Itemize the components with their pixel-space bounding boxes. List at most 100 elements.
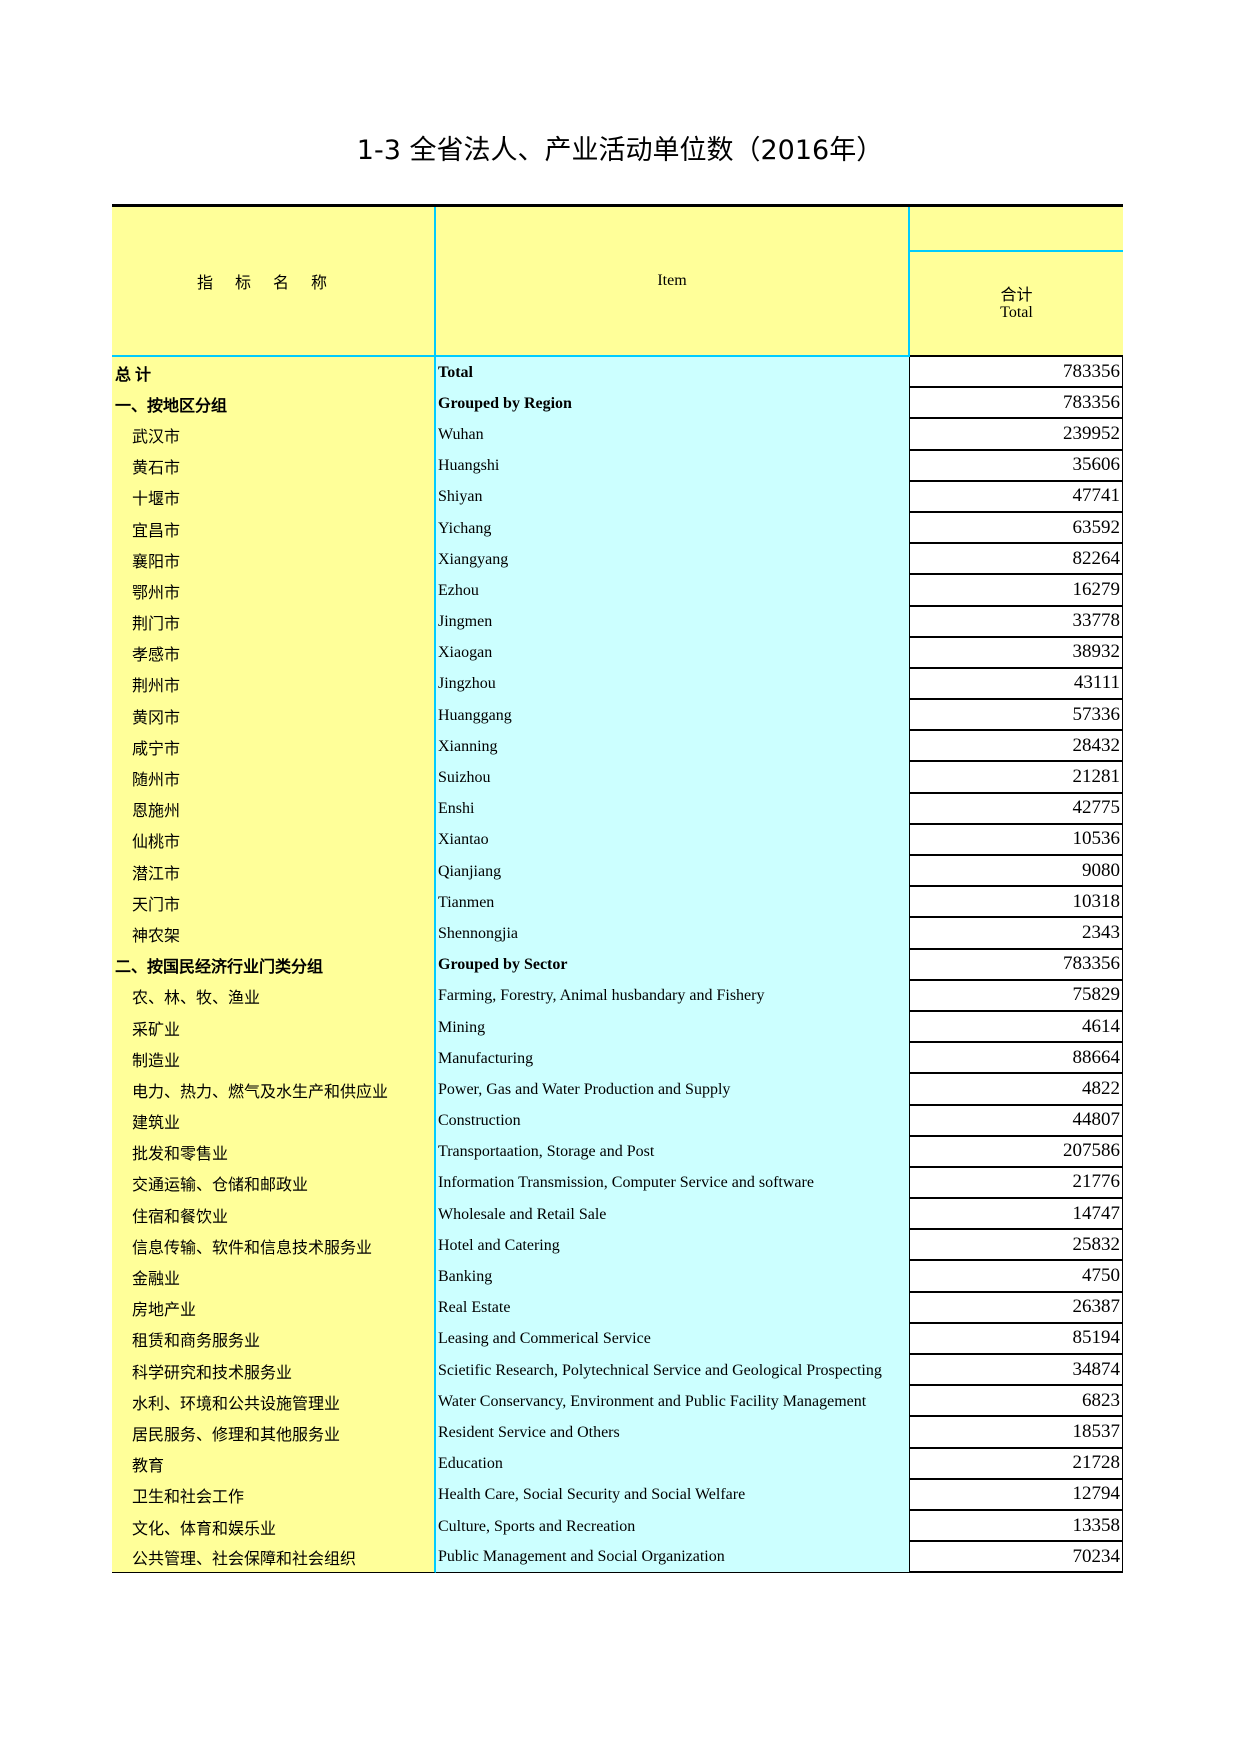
row-value: 47741 xyxy=(910,481,1123,513)
row-name-cn: 荆州市 xyxy=(112,668,436,701)
table-row: 水利、环境和公共设施管理业 Water Conservancy, Environm… xyxy=(112,1386,1123,1418)
row-name-en: Grouped by Region xyxy=(436,388,910,420)
row-value: 13358 xyxy=(910,1510,1123,1543)
header-total-en: Total xyxy=(1000,303,1033,321)
row-name-en: Information Transmission, Computer Servi… xyxy=(436,1167,910,1200)
table-row: 住宿和餐饮业 Wholesale and Retail Sale 14747 xyxy=(112,1199,1123,1231)
header-total: 合计 Total xyxy=(910,207,1123,357)
row-name-en: Xiaogan xyxy=(436,637,910,669)
row-name-cn: 黄石市 xyxy=(112,450,436,482)
table-row: 十堰市 Shiyan 47741 xyxy=(112,481,1123,513)
row-name-cn: 采矿业 xyxy=(112,1011,436,1044)
table-row: 黄石市 Huangshi 35606 xyxy=(112,450,1123,482)
row-name-en: Mining xyxy=(436,1011,910,1044)
table-row: 荆州市 Jingzhou 43111 xyxy=(112,668,1123,701)
row-name-cn: 黄冈市 xyxy=(112,700,436,732)
row-name-cn: 潜江市 xyxy=(112,856,436,888)
row-value: 12794 xyxy=(910,1479,1123,1511)
row-name-en: Manufacturing xyxy=(436,1043,910,1075)
table-row: 黄冈市 Huanggang 57336 xyxy=(112,700,1123,732)
header-spacer xyxy=(910,207,1123,252)
row-name-cn: 制造业 xyxy=(112,1043,436,1075)
row-name-cn: 二、按国民经济行业门类分组 xyxy=(112,949,436,981)
row-value: 4614 xyxy=(910,1011,1123,1044)
row-name-cn: 农、林、牧、渔业 xyxy=(112,980,436,1012)
row-value: 2343 xyxy=(910,918,1123,950)
row-name-cn: 文化、体育和娱乐业 xyxy=(112,1510,436,1543)
row-name-cn: 咸宁市 xyxy=(112,731,436,763)
table-row: 总 计 Total 783356 xyxy=(112,357,1123,389)
row-name-cn: 鄂州市 xyxy=(112,575,436,607)
row-value: 70234 xyxy=(910,1542,1123,1574)
row-value: 10318 xyxy=(910,887,1123,919)
table-row: 荆门市 Jingmen 33778 xyxy=(112,606,1123,638)
table-row: 金融业 Banking 4750 xyxy=(112,1261,1123,1293)
table-row: 潜江市 Qianjiang 9080 xyxy=(112,856,1123,888)
row-name-cn: 恩施州 xyxy=(112,793,436,825)
row-value: 57336 xyxy=(910,700,1123,732)
row-name-cn: 居民服务、修理和其他服务业 xyxy=(112,1417,436,1449)
row-value: 38932 xyxy=(910,637,1123,669)
row-name-en: Transportaation, Storage and Post xyxy=(436,1136,910,1168)
row-name-en: Shennongjia xyxy=(436,918,910,950)
row-name-en: Leasing and Commerical Service xyxy=(436,1323,910,1355)
row-name-cn: 卫生和社会工作 xyxy=(112,1479,436,1511)
table-row: 卫生和社会工作 Health Care, Social Security and … xyxy=(112,1479,1123,1511)
row-name-cn: 电力、热力、燃气及水生产和供应业 xyxy=(112,1074,436,1106)
row-name-en: Real Estate xyxy=(436,1292,910,1324)
table-row: 武汉市 Wuhan 239952 xyxy=(112,419,1123,451)
table-row: 交通运输、仓储和邮政业 Information Transmission, Com… xyxy=(112,1167,1123,1200)
row-name-cn: 荆门市 xyxy=(112,606,436,638)
page-title: 1-3 全省法人、产业活动单位数（2016年） xyxy=(356,135,884,166)
table-row: 仙桃市 Xiantao 10536 xyxy=(112,824,1123,856)
table-row: 一、按地区分组 Grouped by Region 783356 xyxy=(112,388,1123,420)
row-value: 783356 xyxy=(910,949,1123,981)
table-row: 信息传输、软件和信息技术服务业 Hotel and Catering 25832 xyxy=(112,1230,1123,1262)
row-name-en: Wholesale and Retail Sale xyxy=(436,1199,910,1231)
table-row: 租赁和商务服务业 Leasing and Commerical Service 85… xyxy=(112,1323,1123,1355)
table-row: 神农架 Shennongjia 2343 xyxy=(112,918,1123,950)
row-name-en: Xiangyang xyxy=(436,544,910,576)
header-item: Item xyxy=(436,207,910,357)
header-indicator-name: 指标名称 xyxy=(112,207,436,357)
row-name-cn: 神农架 xyxy=(112,918,436,950)
table-row: 襄阳市 Xiangyang 82264 xyxy=(112,544,1123,576)
table-body: 总 计 Total 783356 一、按地区分组 Grouped by Region 78… xyxy=(112,357,1123,1574)
row-name-cn: 建筑业 xyxy=(112,1105,436,1137)
header-total-cn: 合计 xyxy=(1000,286,1033,304)
table-row: 天门市 Tianmen 10318 xyxy=(112,887,1123,919)
row-name-en: Power, Gas and Water Production and Supp… xyxy=(436,1074,910,1106)
row-name-en: Hotel and Catering xyxy=(436,1230,910,1262)
row-name-cn: 仙桃市 xyxy=(112,824,436,856)
row-value: 18537 xyxy=(910,1417,1123,1449)
row-value: 82264 xyxy=(910,544,1123,576)
table-row: 恩施州 Enshi 42775 xyxy=(112,793,1123,825)
row-name-en: Total xyxy=(436,357,910,389)
table-row: 居民服务、修理和其他服务业 Resident Service and Others… xyxy=(112,1417,1123,1449)
row-name-en: Jingmen xyxy=(436,606,910,638)
row-value: 88664 xyxy=(910,1043,1123,1075)
row-value: 207586 xyxy=(910,1136,1123,1168)
row-name-cn: 总 计 xyxy=(112,357,436,389)
row-name-en: Suizhou xyxy=(436,762,910,794)
row-name-en: Tianmen xyxy=(436,887,910,919)
row-name-cn: 公共管理、社会保障和社会组织 xyxy=(112,1542,436,1574)
row-name-cn: 水利、环境和公共设施管理业 xyxy=(112,1386,436,1418)
row-value: 33778 xyxy=(910,606,1123,638)
row-name-en: Banking xyxy=(436,1261,910,1293)
row-name-en: Resident Service and Others xyxy=(436,1417,910,1449)
row-value: 21728 xyxy=(910,1448,1123,1480)
row-value: 783356 xyxy=(910,388,1123,420)
row-name-en: Construction xyxy=(436,1105,910,1137)
row-value: 42775 xyxy=(910,793,1123,825)
row-name-en: Enshi xyxy=(436,793,910,825)
table-row: 电力、热力、燃气及水生产和供应业 Power, Gas and Water Pro… xyxy=(112,1074,1123,1106)
row-value: 34874 xyxy=(910,1355,1123,1387)
row-name-cn: 住宿和餐饮业 xyxy=(112,1199,436,1231)
row-name-cn: 随州市 xyxy=(112,762,436,794)
row-name-en: Grouped by Sector xyxy=(436,949,910,981)
row-name-cn: 十堰市 xyxy=(112,481,436,513)
row-name-cn: 科学研究和技术服务业 xyxy=(112,1355,436,1387)
row-value: 239952 xyxy=(910,419,1123,451)
row-name-en: Water Conservancy, Environment and Publi… xyxy=(436,1386,910,1418)
